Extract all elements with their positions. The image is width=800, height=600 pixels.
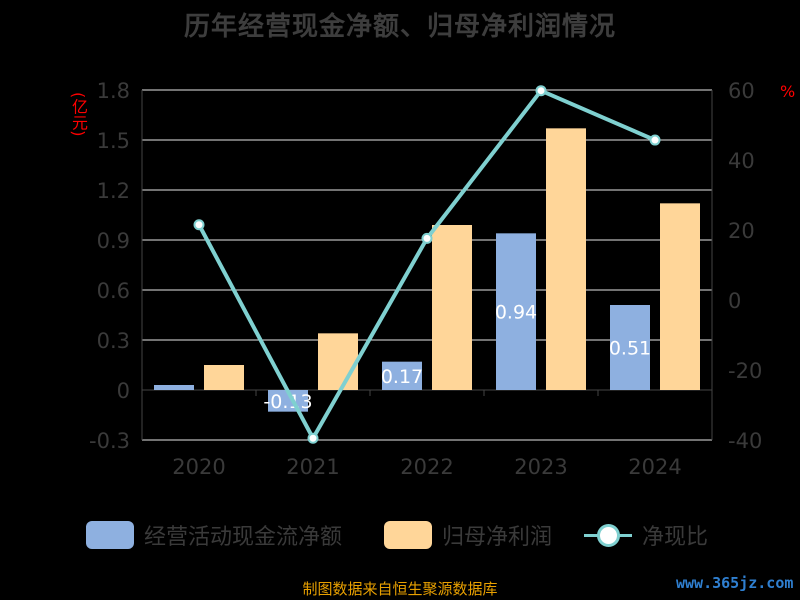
left-tick-label: 1.8 <box>97 79 130 103</box>
right-tick-label: 20 <box>728 219 755 243</box>
legend-line-ratio <box>584 521 632 549</box>
ratio-point <box>193 219 205 231</box>
legend-label-ratio: 净现比 <box>642 525 709 550</box>
left-tick-label: 0.3 <box>97 329 130 353</box>
x-tick-label: 2020 <box>172 455 225 479</box>
bar-profit <box>660 203 700 390</box>
ratio-line <box>197 88 656 441</box>
x-tick-label: 2022 <box>400 455 453 479</box>
ratio-point <box>535 85 547 97</box>
x-tick-label: 2024 <box>628 455 681 479</box>
left-tick-label: 0.6 <box>97 279 130 303</box>
legend-item-cash[interactable]: 经营活动现金流净额 <box>86 518 342 552</box>
data-label-cash: 0.17 <box>381 366 423 388</box>
right-tick-label: 60 <box>728 79 755 103</box>
bar-cash <box>382 361 422 390</box>
bar-cash <box>496 233 536 390</box>
legend-label-cash: 经营活动现金流净额 <box>144 525 343 550</box>
left-tick-label: 1.2 <box>97 179 130 203</box>
left-tick-label: 1.5 <box>97 129 130 153</box>
bar-cash <box>610 305 650 390</box>
left-tick-label: -0.3 <box>89 429 130 453</box>
ratio-point <box>307 432 319 444</box>
watermark: www.365jz.com <box>676 574 794 592</box>
left-tick-label: 0 <box>117 379 130 403</box>
right-tick-label: 0 <box>728 289 741 313</box>
left-axis-unit: (亿元) <box>69 92 88 137</box>
legend-label-profit: 归母净利润 <box>442 525 553 550</box>
bar-profit <box>546 128 586 391</box>
source-note: 制图数据来自恒生聚源数据库 <box>302 580 498 598</box>
legend-swatch-profit <box>384 521 432 549</box>
right-tick-label: -40 <box>728 429 762 453</box>
bar-profit <box>318 333 358 390</box>
legend-item-ratio[interactable]: 净现比 <box>584 518 708 552</box>
left-tick-label: 0.9 <box>97 229 130 253</box>
x-tick-label: 2021 <box>286 455 339 479</box>
data-label-cash: 0.51 <box>609 338 651 360</box>
chart-title: 历年经营现金净额、归母净利润情况 <box>183 12 616 42</box>
ratio-point <box>649 134 661 146</box>
legend-swatch-cash <box>86 521 134 549</box>
right-tick-label: 40 <box>728 149 755 173</box>
ratio-point <box>421 232 433 244</box>
data-label-cash: -0.13 <box>263 391 312 413</box>
x-tick-label: 2023 <box>514 455 567 479</box>
bar-cash <box>154 385 194 390</box>
right-axis-unit: % <box>780 82 796 101</box>
bar-profit <box>432 225 472 390</box>
data-label-cash: 0.94 <box>495 302 537 324</box>
legend-item-profit[interactable]: 归母净利润 <box>384 518 552 552</box>
bar-profit <box>204 365 244 390</box>
right-tick-label: -20 <box>728 359 762 383</box>
legend: 经营活动现金流净额 归母净利润 净现比 <box>0 518 800 552</box>
